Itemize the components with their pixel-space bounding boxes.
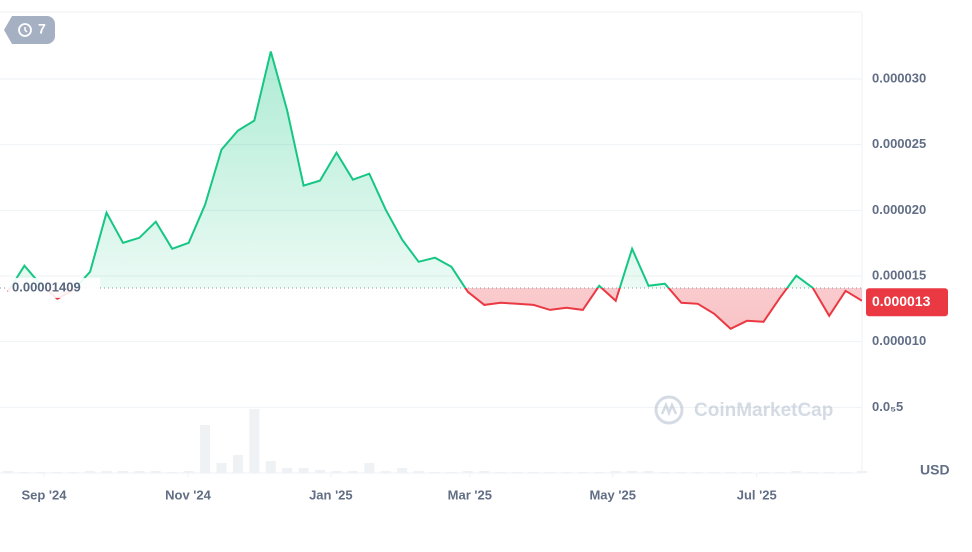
- volume-bar: [52, 472, 63, 473]
- current-price-label: 0.000013: [872, 293, 931, 309]
- area-up: [8, 51, 862, 288]
- volume-bar: [528, 472, 539, 473]
- volume-bar: [3, 471, 13, 473]
- baseline-label: 0.00001409: [12, 279, 81, 294]
- x-tick-label: Jul '25: [737, 487, 777, 502]
- y-tick-label: 0.000025: [872, 136, 926, 151]
- volume-bar: [577, 472, 588, 473]
- volume-bar: [725, 472, 736, 473]
- volume-bar: [347, 471, 358, 473]
- volume-bar: [643, 471, 654, 473]
- volume-bar: [512, 472, 523, 473]
- volume-bar: [610, 471, 621, 473]
- volume-bar: [150, 471, 161, 473]
- volume-bar: [134, 471, 145, 473]
- x-tick-label: Sep '24: [21, 487, 67, 502]
- volume-bar: [479, 471, 490, 473]
- volume-bar: [68, 472, 79, 473]
- y-tick-label: 0.000020: [872, 202, 926, 217]
- volume-bar: [430, 472, 440, 473]
- volume-bar: [659, 472, 670, 473]
- volume-bar: [446, 472, 457, 473]
- price-line-up: [9, 51, 814, 288]
- volume-bar: [35, 472, 46, 473]
- volume-bar: [758, 472, 769, 473]
- volume-bar: [331, 471, 342, 473]
- volume-bar: [742, 472, 753, 473]
- volume-bar: [101, 471, 112, 473]
- x-tick-label: Nov '24: [165, 487, 211, 502]
- volume-bar: [232, 455, 243, 473]
- volume-bar: [676, 472, 687, 473]
- volume-bar: [265, 461, 276, 473]
- volume-bar: [183, 471, 194, 473]
- volume-bar: [282, 468, 293, 473]
- watermark: CoinMarketCap: [654, 395, 833, 425]
- y-tick-label: 0.000015: [872, 267, 926, 282]
- volume-bar: [216, 463, 227, 473]
- x-tick-label: May '25: [589, 487, 635, 502]
- watermark-text: CoinMarketCap: [694, 400, 833, 421]
- current-price-box: [866, 288, 948, 317]
- y-tick-label: 0.000010: [872, 333, 926, 348]
- x-tick-label: Jan '25: [309, 487, 353, 502]
- area-down: [8, 287, 862, 329]
- volume-bar: [791, 471, 802, 473]
- volume-bar: [380, 471, 391, 473]
- volume-bar: [544, 472, 555, 473]
- volume-bar: [709, 472, 720, 473]
- volume-bar: [561, 472, 572, 473]
- currency-label: USD: [920, 462, 950, 478]
- baseline-label-bg: [8, 277, 100, 298]
- volume-bar: [85, 471, 96, 473]
- volume-bar: [167, 472, 178, 473]
- volume-bar: [413, 471, 424, 473]
- volume-bar: [397, 468, 408, 473]
- volume-bar: [462, 471, 473, 473]
- volume-bar: [807, 472, 818, 473]
- volume-bar: [19, 472, 30, 473]
- volume-bar: [840, 472, 851, 473]
- volume-bar: [200, 425, 211, 473]
- volume-bar: [298, 468, 309, 473]
- volume-bar: [692, 472, 703, 473]
- volume-bar: [315, 470, 326, 473]
- badge-count: 7: [38, 21, 46, 37]
- volume-bar: [594, 472, 605, 473]
- volume-bar: [857, 471, 867, 473]
- volume-bar: [249, 409, 260, 473]
- volume-bar: [495, 472, 506, 473]
- x-tick-label: Mar '25: [448, 487, 492, 502]
- y-tick-label: 0.0₅5: [872, 399, 903, 414]
- volume-bar: [627, 471, 638, 473]
- y-tick-label: 0.000030: [872, 70, 926, 85]
- volume-bar: [824, 472, 835, 473]
- volume-bar: [117, 471, 128, 473]
- volume-bar: [774, 472, 785, 473]
- volume-bar: [364, 463, 375, 473]
- badge: 7: [4, 16, 55, 44]
- price-line-down: [7, 287, 862, 330]
